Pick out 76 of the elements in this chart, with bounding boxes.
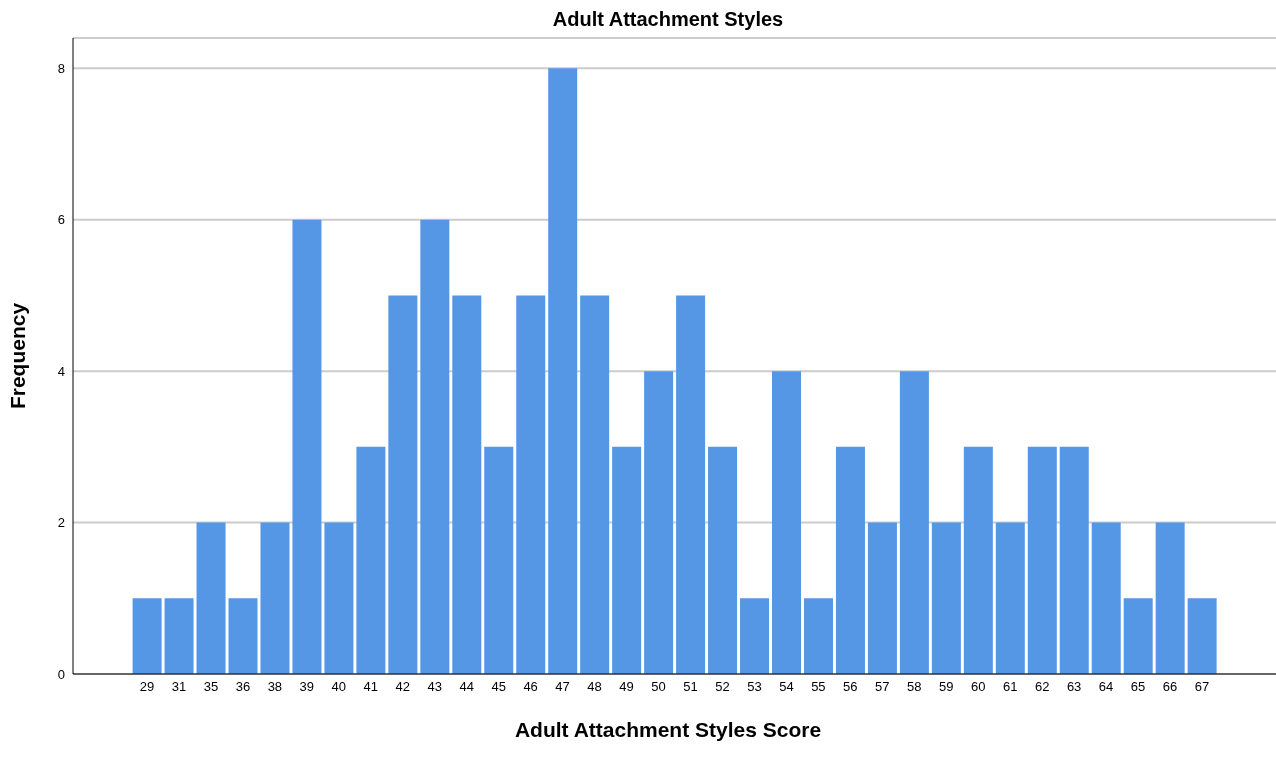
x-tick-label: 41 <box>363 679 379 695</box>
x-tick-label: 44 <box>459 679 474 695</box>
y-axis-title: Frequency <box>6 302 30 410</box>
x-tick-label: 59 <box>939 679 954 695</box>
x-tick-label: 58 <box>907 679 922 695</box>
x-tick-label: 56 <box>843 679 858 695</box>
y-tick-label: 6 <box>57 212 65 228</box>
x-tick-label: 65 <box>1130 679 1146 695</box>
bar <box>1187 598 1217 674</box>
x-tick-label: 36 <box>235 679 251 695</box>
x-tick-label: 38 <box>267 679 283 695</box>
bar <box>644 371 674 674</box>
x-tick-label: 53 <box>747 679 762 695</box>
bar <box>1155 522 1185 674</box>
bar <box>516 295 546 674</box>
x-tick-label: 51 <box>683 679 698 695</box>
bar <box>196 522 226 674</box>
bar <box>548 68 578 674</box>
x-tick-label: 40 <box>331 679 347 695</box>
bar <box>292 219 322 674</box>
x-tick-label: 55 <box>811 679 826 695</box>
x-tick-label: 61 <box>1002 679 1018 695</box>
bar <box>484 446 514 674</box>
bar <box>1059 446 1089 674</box>
x-tick-label: 63 <box>1066 679 1082 695</box>
y-tick-label: 4 <box>57 363 65 379</box>
bar <box>772 371 802 674</box>
x-tick-label: 66 <box>1162 679 1178 695</box>
bar <box>1123 598 1153 674</box>
bar <box>324 522 354 674</box>
bar <box>452 295 482 674</box>
bar <box>580 295 610 674</box>
x-tick-label: 29 <box>139 679 155 695</box>
x-tick-label: 43 <box>427 679 442 695</box>
bar <box>740 598 770 674</box>
x-tick-label: 49 <box>619 679 634 695</box>
bar <box>612 446 642 674</box>
x-tick-label: 47 <box>555 679 570 695</box>
bar <box>260 522 290 674</box>
x-tick-label: 64 <box>1098 679 1114 695</box>
x-tick-label: 54 <box>779 679 794 695</box>
bar <box>164 598 194 674</box>
x-tick-label: 35 <box>203 679 219 695</box>
bar <box>931 522 961 674</box>
x-tick-label: 67 <box>1194 679 1210 695</box>
y-tick-label: 8 <box>57 60 65 76</box>
x-tick-label: 57 <box>875 679 890 695</box>
bar <box>228 598 258 674</box>
bar <box>995 522 1025 674</box>
bar <box>803 598 833 674</box>
x-tick-label: 39 <box>299 679 315 695</box>
bar <box>388 295 418 674</box>
bar <box>867 522 897 674</box>
bar <box>835 446 865 674</box>
bar <box>420 219 450 674</box>
bar <box>1091 522 1121 674</box>
y-tick-label: 2 <box>57 515 65 531</box>
bar <box>1027 446 1057 674</box>
x-tick-label: 50 <box>651 679 666 695</box>
x-tick-label: 62 <box>1034 679 1050 695</box>
bar <box>676 295 706 674</box>
x-tick-label: 46 <box>523 679 538 695</box>
x-tick-label: 31 <box>171 679 187 695</box>
x-tick-label: 42 <box>395 679 410 695</box>
x-tick-label: 48 <box>587 679 602 695</box>
y-tick-label: 0 <box>57 666 65 682</box>
x-axis-title: Adult Attachment Styles Score <box>513 718 823 742</box>
x-tick-label: 60 <box>970 679 986 695</box>
bar <box>356 446 386 674</box>
bar <box>708 446 738 674</box>
x-tick-label: 52 <box>715 679 730 695</box>
bar <box>132 598 162 674</box>
bar <box>899 371 929 674</box>
bar <box>963 446 993 674</box>
x-tick-label: 45 <box>491 679 506 695</box>
chart-title: Adult Attachment Styles <box>551 8 785 32</box>
